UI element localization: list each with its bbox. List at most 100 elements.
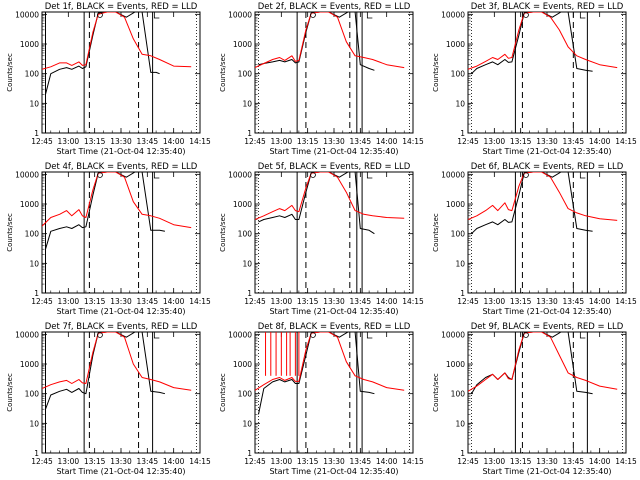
y-tick-label: 10000 bbox=[15, 10, 39, 19]
y-tick-label: 1000 bbox=[20, 200, 39, 209]
x-tick-label: 12:45 bbox=[244, 457, 266, 466]
lld-series-line bbox=[42, 12, 192, 70]
flare-marker-icon bbox=[523, 172, 529, 178]
panel-title: Det 4f, BLACK = Events, RED = LLD bbox=[45, 162, 198, 172]
y-axis-label: Counts/sec bbox=[219, 373, 227, 412]
x-axis-label: Start Time (21-Oct-04 12:35:40) bbox=[482, 467, 611, 476]
x-tick-label: 14:00 bbox=[163, 457, 185, 466]
flare-marker-icon bbox=[310, 332, 316, 338]
plot-frame bbox=[254, 11, 414, 134]
x-tick-label: 13:30 bbox=[536, 137, 558, 146]
y-axis-label: Counts/sec bbox=[219, 53, 227, 92]
flare-marker-icon bbox=[310, 172, 316, 178]
x-axis-label: Start Time (21-Oct-04 12:35:40) bbox=[269, 147, 398, 156]
y-tick-label: 10 bbox=[29, 99, 39, 108]
y-tick-label: 1 bbox=[34, 129, 39, 138]
lld-series-line bbox=[255, 172, 405, 220]
y-tick-label: 100 bbox=[238, 70, 253, 79]
panel-title: Det 5f, BLACK = Events, RED = LLD bbox=[258, 162, 411, 172]
y-axis-label: Counts/sec bbox=[432, 53, 440, 92]
x-axis-label: Start Time (21-Oct-04 12:35:40) bbox=[56, 467, 185, 476]
x-tick-label: 14:15 bbox=[615, 137, 637, 146]
saa-marker-icon bbox=[579, 172, 586, 179]
x-tick-label: 14:15 bbox=[615, 457, 637, 466]
events-series-line bbox=[45, 172, 165, 250]
panel-title: Det 7f, BLACK = Events, RED = LLD bbox=[45, 322, 198, 332]
x-tick-label: 14:00 bbox=[376, 137, 398, 146]
events-series-line bbox=[258, 332, 375, 415]
x-tick-label: 13:15 bbox=[297, 137, 319, 146]
detector-panel-6: Det 6f, BLACK = Events, RED = LLD 12:45 13… bbox=[432, 162, 637, 316]
plot-frame bbox=[467, 171, 627, 294]
y-tick-label: 1 bbox=[34, 289, 39, 298]
x-tick-label: 14:00 bbox=[589, 297, 611, 306]
y-tick-label: 10 bbox=[29, 419, 39, 428]
detector-panel-4: Det 4f, BLACK = Events, RED = LLD 12:45 13… bbox=[6, 162, 211, 316]
x-tick-label: 13:00 bbox=[271, 457, 293, 466]
x-tick-label: 13:30 bbox=[323, 297, 345, 306]
x-tick-label: 14:00 bbox=[163, 297, 185, 306]
y-tick-label: 1 bbox=[460, 449, 465, 458]
detector-panel-2: Det 2f, BLACK = Events, RED = LLD 12:45 13… bbox=[219, 2, 424, 156]
plot-frame bbox=[254, 331, 414, 454]
detector-panel-5: Det 5f, BLACK = Events, RED = LLD 12:45 13… bbox=[219, 162, 424, 316]
plot-area bbox=[468, 332, 623, 453]
saa-marker-icon bbox=[153, 12, 160, 19]
plot-frame bbox=[41, 331, 201, 454]
flare-marker-icon bbox=[310, 12, 316, 18]
x-axis-label: Start Time (21-Oct-04 12:35:40) bbox=[56, 307, 185, 316]
x-tick-label: 13:45 bbox=[350, 297, 372, 306]
y-tick-label: 100 bbox=[25, 70, 40, 79]
plot-frame bbox=[41, 11, 201, 134]
panel-title: Det 6f, BLACK = Events, RED = LLD bbox=[471, 162, 624, 172]
y-tick-label: 100 bbox=[451, 390, 466, 399]
y-tick-label: 1000 bbox=[233, 40, 252, 49]
x-tick-label: 14:15 bbox=[402, 137, 424, 146]
x-tick-label: 13:45 bbox=[137, 137, 159, 146]
x-tick-label: 13:00 bbox=[271, 297, 293, 306]
x-tick-label: 13:15 bbox=[297, 297, 319, 306]
plot-area bbox=[255, 332, 410, 453]
lld-series-line bbox=[42, 332, 192, 391]
y-axis-label: Counts/sec bbox=[6, 373, 14, 412]
y-tick-label: 10 bbox=[29, 259, 39, 268]
y-tick-label: 10000 bbox=[441, 330, 465, 339]
y-tick-label: 1000 bbox=[446, 360, 465, 369]
flare-marker-icon bbox=[523, 332, 529, 338]
x-tick-label: 13:30 bbox=[110, 137, 132, 146]
y-axis-label: Counts/sec bbox=[6, 53, 14, 92]
y-tick-label: 10 bbox=[455, 419, 465, 428]
x-tick-label: 12:45 bbox=[457, 457, 479, 466]
x-tick-label: 13:15 bbox=[84, 297, 106, 306]
plot-area bbox=[468, 12, 623, 133]
x-tick-label: 13:15 bbox=[84, 137, 106, 146]
y-tick-label: 10 bbox=[242, 259, 252, 268]
y-tick-label: 100 bbox=[451, 230, 466, 239]
x-tick-label: 14:15 bbox=[402, 457, 424, 466]
y-tick-label: 10 bbox=[242, 99, 252, 108]
lld-series-line bbox=[468, 172, 618, 221]
x-tick-label: 12:45 bbox=[31, 137, 53, 146]
saa-marker-icon bbox=[153, 332, 160, 339]
x-tick-label: 12:45 bbox=[457, 297, 479, 306]
x-tick-label: 14:15 bbox=[189, 297, 211, 306]
detector-panel-3: Det 3f, BLACK = Events, RED = LLD 12:45 13… bbox=[432, 2, 637, 156]
y-tick-label: 1 bbox=[247, 289, 252, 298]
lld-series-line bbox=[42, 172, 192, 229]
y-tick-label: 1 bbox=[460, 289, 465, 298]
y-tick-label: 10 bbox=[455, 259, 465, 268]
plot-frame bbox=[254, 171, 414, 294]
detector-panel-1: Det 1f, BLACK = Events, RED = LLD 12:45 13… bbox=[6, 2, 211, 156]
panel-title: Det 2f, BLACK = Events, RED = LLD bbox=[258, 2, 411, 12]
x-tick-label: 13:45 bbox=[350, 137, 372, 146]
events-series-line bbox=[471, 172, 593, 235]
saa-marker-icon bbox=[366, 332, 373, 339]
detector-panel-8: Det 8f, BLACK = Events, RED = LLD 12:45 13… bbox=[219, 322, 424, 476]
events-series-line bbox=[471, 12, 593, 75]
y-tick-label: 10000 bbox=[228, 10, 252, 19]
y-tick-label: 100 bbox=[25, 230, 40, 239]
x-tick-label: 14:00 bbox=[163, 137, 185, 146]
plot-area bbox=[468, 172, 623, 293]
panel-title: Det 1f, BLACK = Events, RED = LLD bbox=[45, 2, 198, 12]
x-tick-label: 13:00 bbox=[484, 137, 506, 146]
